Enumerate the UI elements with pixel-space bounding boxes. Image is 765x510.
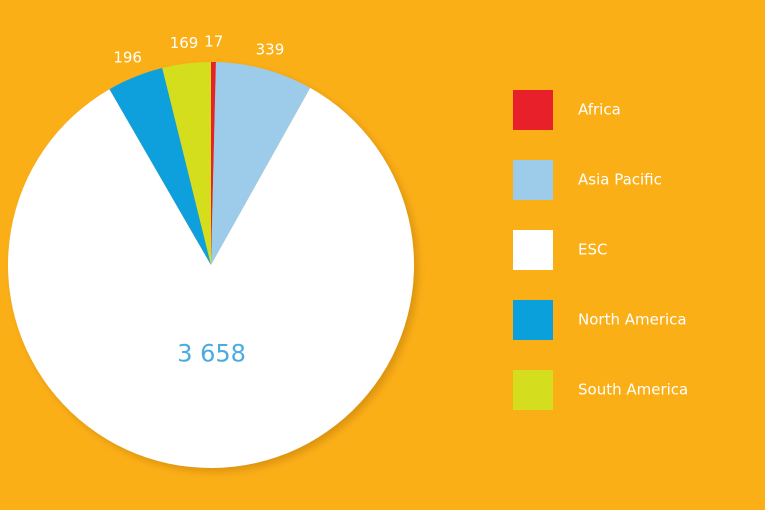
legend-label: ESC xyxy=(578,241,607,259)
legend-label: Africa xyxy=(578,101,621,119)
legend-label: South America xyxy=(578,381,688,399)
pie-slice xyxy=(109,67,211,266)
legend-swatch xyxy=(513,370,553,410)
pie-slice xyxy=(8,87,414,469)
data-label: 17 xyxy=(204,33,223,51)
legend-swatch xyxy=(513,230,553,270)
pie-slice xyxy=(211,62,216,265)
data-label: 169 xyxy=(170,34,199,52)
pie-slice xyxy=(162,62,211,265)
data-label: 3 658 xyxy=(177,339,246,367)
pie xyxy=(8,62,414,469)
legend-swatch xyxy=(513,90,553,130)
data-label: 196 xyxy=(113,49,142,67)
legend-swatch xyxy=(513,160,553,200)
legend-swatch xyxy=(513,300,553,340)
legend-label: North America xyxy=(578,311,687,329)
legend-label: Asia Pacific xyxy=(578,171,662,189)
pie-slice xyxy=(211,62,311,265)
data-label: 339 xyxy=(256,40,285,58)
